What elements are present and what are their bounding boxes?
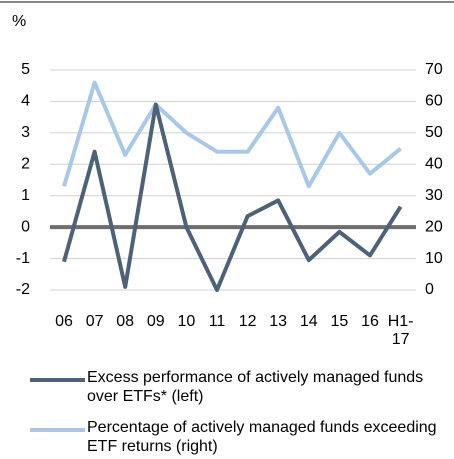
x-tick-label: 06 (55, 313, 73, 330)
x-tick-label: 16 (361, 313, 379, 330)
y-tick-label: 4 (21, 93, 30, 110)
y2-tick-label: 10 (425, 250, 443, 267)
y2-tick-label: 60 (425, 93, 443, 110)
y2-tick-label: 20 (425, 218, 443, 235)
x-tick-label: 08 (116, 313, 135, 330)
y2-tick-label: 50 (425, 124, 443, 141)
y-tick-label: 0 (21, 218, 30, 235)
x-tick-label: 07 (85, 313, 104, 330)
legend-label: Excess performance of actively managed f… (87, 369, 424, 405)
y2-tick-label: 30 (425, 187, 443, 204)
y-tick-label: 2 (21, 156, 30, 173)
y-tick-label: 3 (21, 124, 30, 141)
y2-tick-label: 40 (425, 156, 443, 173)
y-tick-label: 1 (21, 187, 30, 204)
x-tick-label: 15 (330, 313, 349, 330)
x-tick-label: 13 (269, 313, 288, 330)
x-tick-label: H1- 17 (387, 313, 414, 348)
y-tick-label: -1 (16, 250, 30, 267)
series-line (62, 80, 402, 189)
x-tick-label: 10 (177, 313, 196, 330)
x-tick-label: 11 (208, 313, 226, 330)
y-axis-label: % (12, 13, 26, 30)
x-tick-label: 14 (299, 313, 318, 330)
y2-tick-label: 0 (425, 281, 434, 298)
y-tick-label: 5 (21, 61, 30, 78)
y2-tick-label: 70 (425, 61, 443, 78)
x-tick-label: 09 (146, 313, 165, 330)
y-tick-label: -2 (16, 281, 30, 298)
legend-label: Percentage of actively managed funds exc… (87, 419, 437, 455)
x-tick-label: 12 (238, 313, 257, 330)
series-line (62, 102, 403, 292)
